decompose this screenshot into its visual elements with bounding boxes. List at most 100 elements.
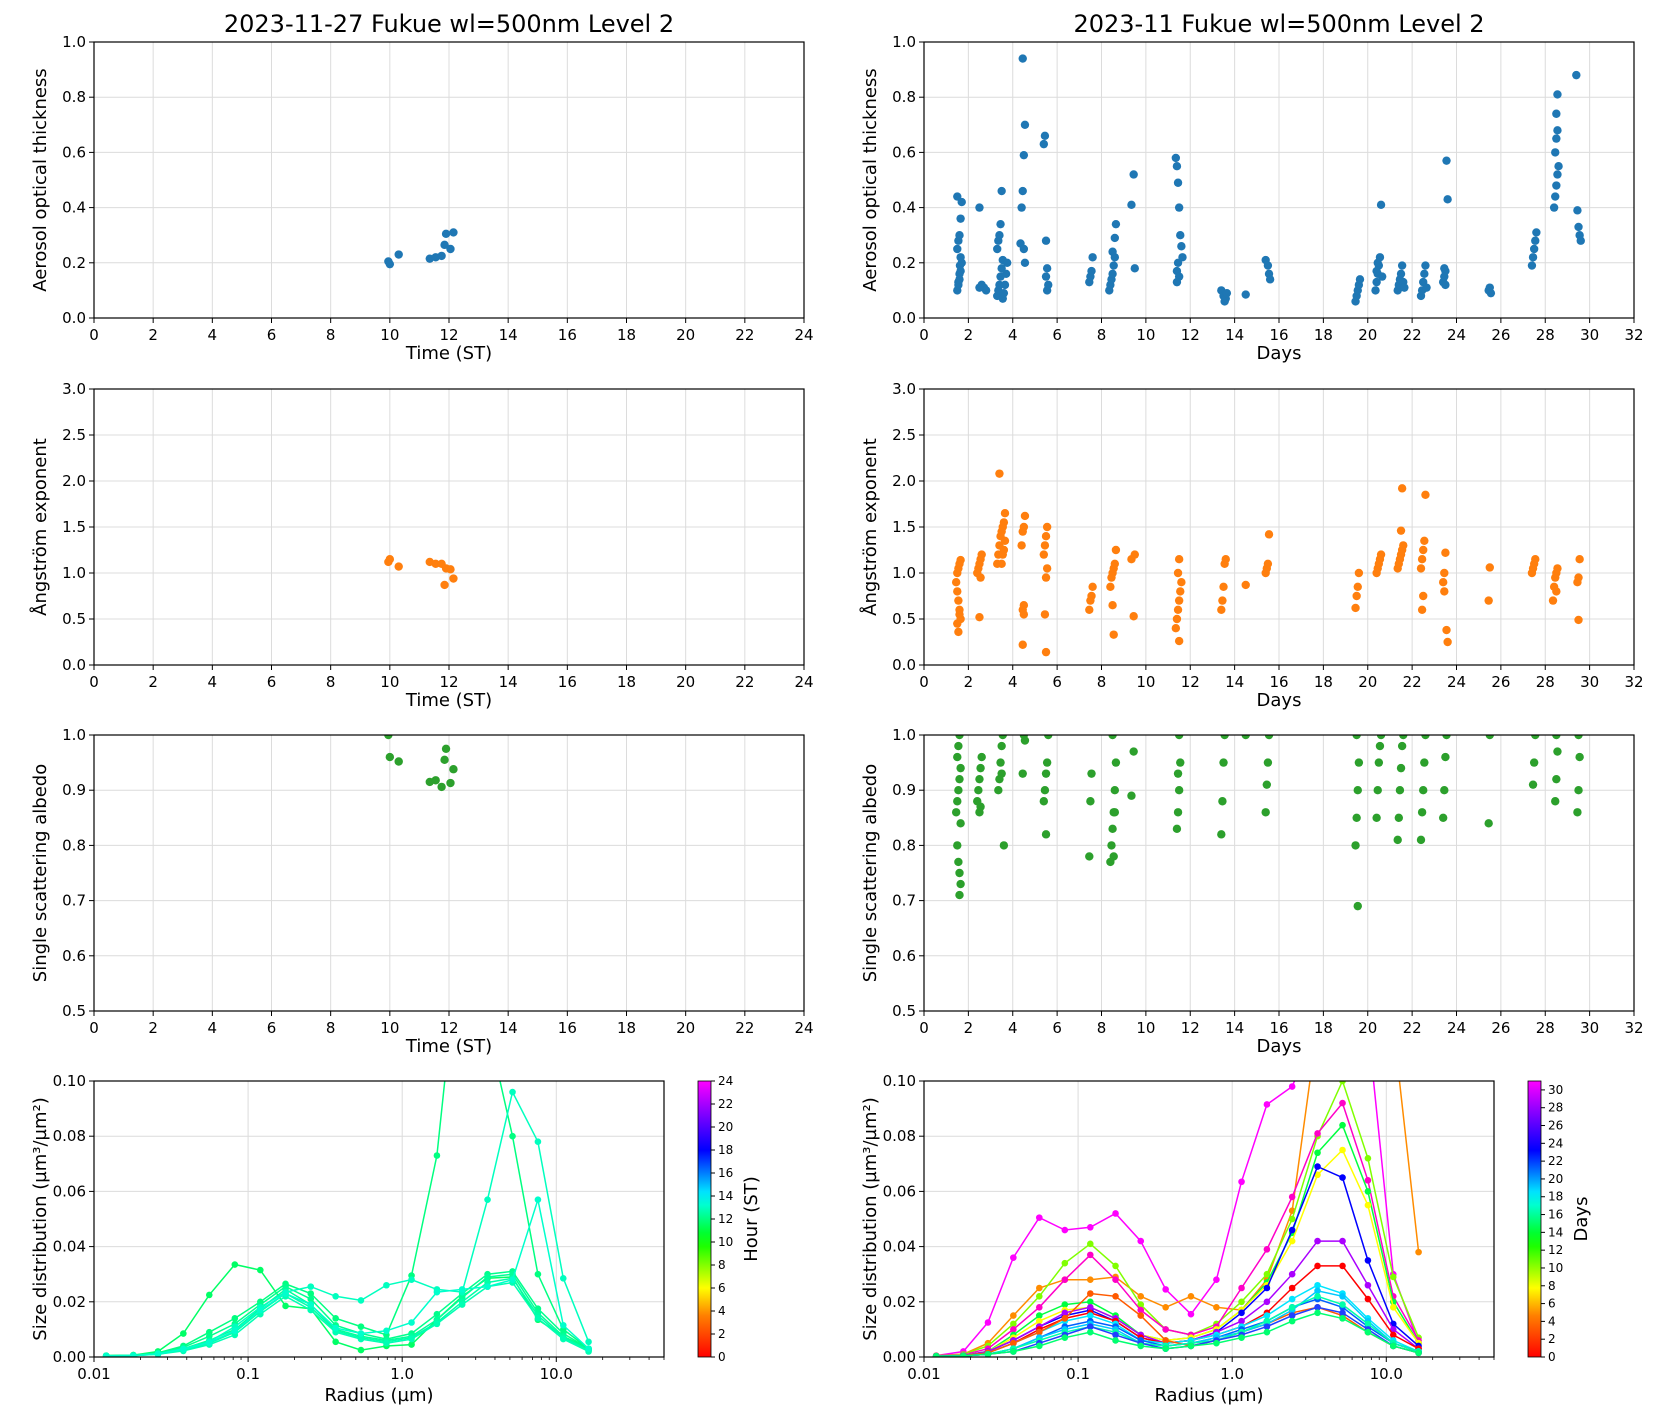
data-point	[1339, 1146, 1346, 1154]
data-point	[1553, 564, 1562, 573]
data-point	[1162, 1326, 1169, 1333]
x-tick-label: 2	[964, 673, 974, 691]
plot-area	[384, 735, 458, 792]
y-tick-label: 0.10	[883, 1072, 916, 1090]
data-point	[1129, 170, 1138, 179]
x-tick-label: 14	[499, 326, 518, 344]
data-point	[1174, 636, 1184, 646]
data-point	[1339, 1301, 1346, 1308]
y-tick-label: 3.0	[62, 380, 86, 398]
data-point	[1531, 555, 1540, 564]
data-point	[1137, 1301, 1145, 1308]
data-point	[1396, 526, 1406, 535]
data-point	[956, 555, 965, 565]
data-point	[1111, 219, 1121, 229]
plot-area	[951, 735, 1584, 911]
data-point	[1419, 545, 1428, 555]
data-point	[1110, 233, 1120, 243]
colorbar-tick-label: 30	[1548, 1083, 1563, 1097]
data-point	[357, 1346, 365, 1354]
data-point	[1086, 1276, 1094, 1284]
data-point	[1554, 162, 1563, 171]
data-point	[1162, 1337, 1169, 1344]
data-point	[1061, 1276, 1069, 1284]
data-point	[1263, 261, 1273, 270]
data-point	[1314, 1309, 1321, 1317]
data-point	[1019, 601, 1029, 610]
data-point	[1553, 126, 1562, 135]
data-point	[956, 266, 965, 276]
data-point	[1339, 940, 1346, 947]
data-point	[1262, 780, 1271, 789]
data-point	[1263, 1323, 1271, 1330]
data-point	[1354, 758, 1364, 767]
data-point	[509, 1132, 516, 1140]
x-tick-label: 18	[1314, 673, 1333, 691]
y-tick-label: 1.0	[892, 33, 916, 51]
data-point	[1364, 1257, 1372, 1264]
y-tick-label: 0.02	[883, 1293, 916, 1311]
data-point	[130, 1352, 137, 1357]
data-point	[1108, 824, 1117, 834]
data-point	[1288, 1237, 1296, 1245]
data-point	[585, 1338, 592, 1346]
x-tick-label: 10	[380, 1019, 399, 1037]
data-point	[994, 786, 1003, 795]
data-point	[1219, 758, 1228, 767]
data-point	[955, 231, 964, 240]
colorbar-tick-label: 28	[1548, 1101, 1563, 1115]
y-tick-label: 0.08	[53, 1127, 86, 1145]
data-point	[1162, 1304, 1169, 1311]
data-point	[1035, 1312, 1043, 1319]
data-point	[1339, 1309, 1346, 1317]
y-axis-label: Size distribution (µm³/µm²)	[30, 1097, 51, 1340]
x-tick-label: 1.0	[1220, 1365, 1244, 1383]
data-point	[1010, 1348, 1017, 1355]
y-tick-label: 1.0	[62, 564, 86, 582]
x-tick-label: 6	[1052, 1019, 1062, 1037]
data-point	[1035, 1328, 1043, 1336]
y-tick-label: 0.02	[53, 1293, 86, 1311]
data-point	[951, 808, 961, 817]
x-axis-label: Days	[1257, 1036, 1302, 1057]
data-point	[975, 283, 984, 292]
data-point	[1040, 786, 1050, 795]
data-point	[1288, 1312, 1296, 1319]
y-axis-label: Ångström exponent	[29, 438, 51, 616]
data-point	[1421, 261, 1430, 270]
x-tick-label: 22	[1403, 673, 1422, 691]
data-point	[1376, 735, 1386, 740]
data-point	[1035, 1317, 1043, 1325]
data-point	[1264, 735, 1274, 740]
data-point	[1010, 1326, 1017, 1333]
data-point	[1217, 830, 1226, 839]
data-point	[1417, 555, 1427, 564]
data-point	[1061, 1259, 1069, 1267]
y-tick-label: 0.4	[892, 199, 916, 217]
data-point	[1238, 1317, 1245, 1325]
data-point	[1376, 550, 1386, 559]
data-point	[975, 774, 984, 784]
data-point	[1389, 1304, 1397, 1311]
data-point	[1552, 587, 1561, 596]
data-point	[449, 574, 458, 583]
data-point	[1238, 1309, 1245, 1317]
data-point	[1263, 1101, 1271, 1108]
data-point	[1087, 591, 1096, 601]
x-tick-label: 32	[1624, 326, 1643, 344]
colorbar-tick-label: 18	[1548, 1190, 1563, 1204]
data-point	[1213, 1304, 1220, 1311]
data-point	[332, 1315, 339, 1322]
data-point	[1264, 530, 1274, 539]
data-point	[1400, 283, 1409, 292]
data-point	[433, 1310, 441, 1318]
data-point	[1010, 1254, 1017, 1261]
data-point	[953, 619, 962, 628]
series-line	[106, 1277, 589, 1357]
data-point	[977, 550, 986, 559]
data-point	[1576, 236, 1585, 245]
x-tick-label: 12	[439, 1019, 458, 1037]
data-point	[976, 802, 985, 811]
data-point	[1127, 200, 1136, 210]
